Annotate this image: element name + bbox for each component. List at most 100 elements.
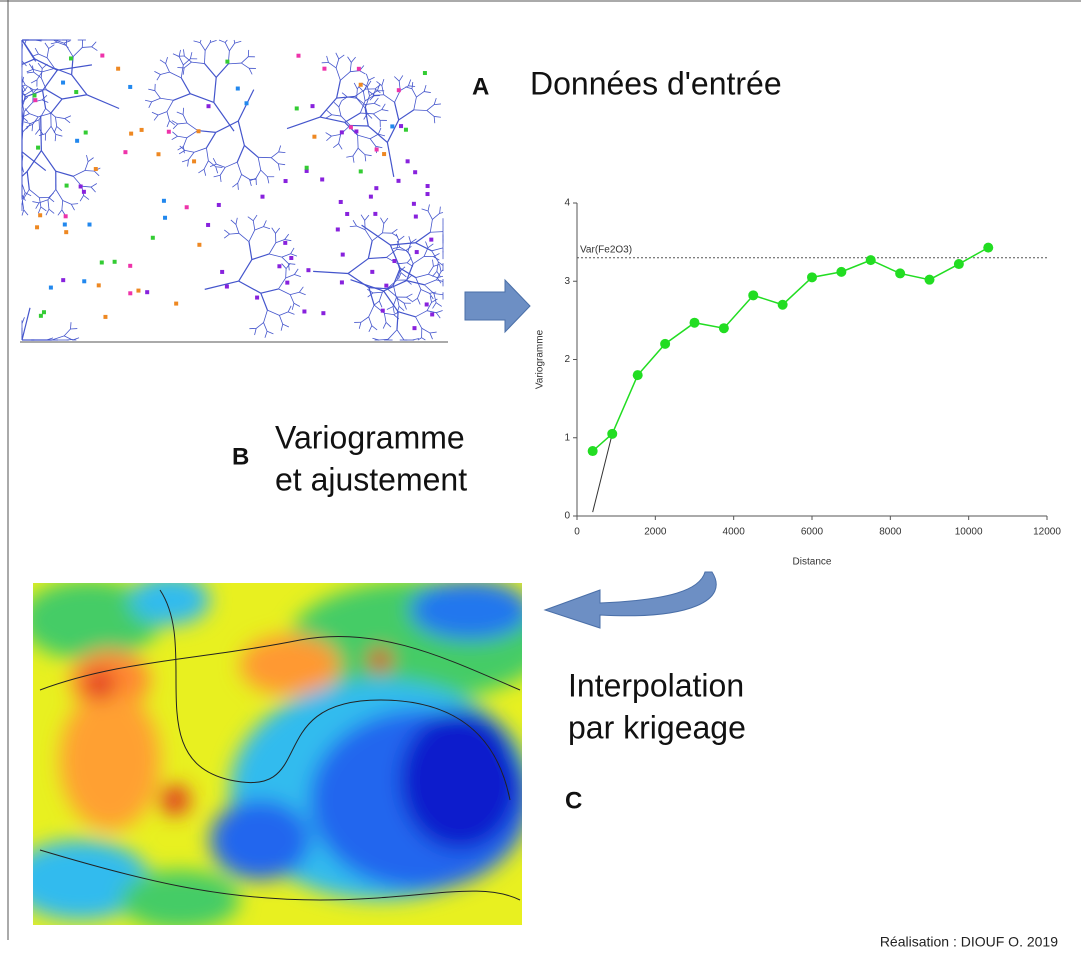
- x-tick-label: 2000: [644, 527, 667, 538]
- sample-point: [336, 227, 340, 231]
- sample-point: [82, 190, 86, 194]
- y-tick-label: 4: [564, 198, 570, 209]
- zone: [240, 635, 340, 695]
- sample-point: [369, 195, 373, 199]
- sample-point: [113, 260, 117, 264]
- data-point: [748, 290, 758, 300]
- data-point: [690, 318, 700, 328]
- sample-point: [156, 152, 160, 156]
- sample-point: [359, 83, 363, 87]
- panel-title: et ajustement: [275, 461, 467, 497]
- sample-point: [430, 312, 434, 316]
- sample-point: [128, 264, 132, 268]
- sample-point: [285, 281, 289, 285]
- data-point: [807, 272, 817, 282]
- sample-point: [255, 296, 259, 300]
- panel-letter: C: [565, 787, 582, 814]
- sample-point: [340, 280, 344, 284]
- data-point: [588, 446, 598, 456]
- data-point: [719, 323, 729, 333]
- sample-point: [32, 93, 36, 97]
- sample-point: [100, 260, 104, 264]
- sample-point: [61, 81, 65, 85]
- zone: [60, 690, 160, 830]
- x-tick-label: 10000: [955, 527, 983, 538]
- fit-line: [593, 434, 613, 512]
- sample-point: [94, 167, 98, 171]
- sample-point: [283, 241, 287, 245]
- sample-point: [412, 326, 416, 330]
- data-point: [925, 275, 935, 285]
- sample-point: [245, 101, 249, 105]
- sample-point: [163, 216, 167, 220]
- x-tick-label: 0: [574, 527, 580, 538]
- sample-point: [382, 152, 386, 156]
- sample-point: [305, 166, 309, 170]
- data-point: [778, 300, 788, 310]
- x-tick-label: 8000: [879, 527, 902, 538]
- sample-point: [64, 230, 68, 234]
- sample-point: [320, 177, 324, 181]
- sample-point: [74, 90, 78, 94]
- data-point: [954, 259, 964, 269]
- arrow: [465, 280, 530, 332]
- panel-title: Interpolation: [568, 667, 744, 703]
- sample-point: [39, 314, 43, 318]
- zone: [160, 785, 190, 815]
- y-tick-label: 1: [564, 432, 570, 443]
- sample-point: [306, 268, 310, 272]
- sample-point: [64, 214, 68, 218]
- sample-point: [322, 67, 326, 71]
- sample-point: [412, 202, 416, 206]
- sample-point: [321, 311, 325, 315]
- sample-point: [69, 56, 73, 60]
- sample-point: [140, 128, 144, 132]
- sample-point: [384, 284, 388, 288]
- data-point: [607, 429, 617, 439]
- panel-letter: A: [472, 73, 489, 100]
- sample-point: [35, 225, 39, 229]
- sample-point: [415, 250, 419, 254]
- sample-point: [33, 98, 37, 102]
- sample-point: [36, 146, 40, 150]
- panel-title: par krigeage: [568, 709, 746, 745]
- y-tick-label: 3: [564, 276, 570, 287]
- sample-point: [339, 200, 343, 204]
- sample-point: [373, 212, 377, 216]
- data-point: [633, 370, 643, 380]
- river: [71, 322, 72, 329]
- sample-point: [123, 150, 127, 154]
- sample-point: [206, 223, 210, 227]
- sample-point: [370, 270, 374, 274]
- data-point: [895, 268, 905, 278]
- sample-point: [128, 85, 132, 89]
- x-tick-label: 12000: [1033, 527, 1061, 538]
- sample-point: [429, 238, 433, 242]
- data-point: [660, 339, 670, 349]
- sample-point: [302, 309, 306, 313]
- sample-point: [284, 179, 288, 183]
- sample-point: [261, 195, 265, 199]
- sample-point: [116, 67, 120, 71]
- arrow: [545, 572, 716, 628]
- sample-point: [425, 302, 429, 306]
- sample-point: [236, 87, 240, 91]
- sample-point: [207, 104, 211, 108]
- sample-point: [390, 124, 394, 128]
- data-point: [866, 255, 876, 265]
- sample-point: [63, 222, 67, 226]
- sample-point: [349, 125, 353, 129]
- sample-point: [392, 259, 396, 263]
- x-tick-label: 4000: [723, 527, 746, 538]
- sample-point: [289, 256, 293, 260]
- sample-point: [423, 71, 427, 75]
- kriging-map: [10, 575, 550, 930]
- sample-point: [404, 128, 408, 132]
- sample-point: [84, 131, 88, 135]
- sample-point: [75, 139, 79, 143]
- sample-point: [88, 223, 92, 227]
- y-tick-label: 2: [564, 354, 570, 365]
- sample-point: [374, 186, 378, 190]
- sample-point: [426, 192, 430, 196]
